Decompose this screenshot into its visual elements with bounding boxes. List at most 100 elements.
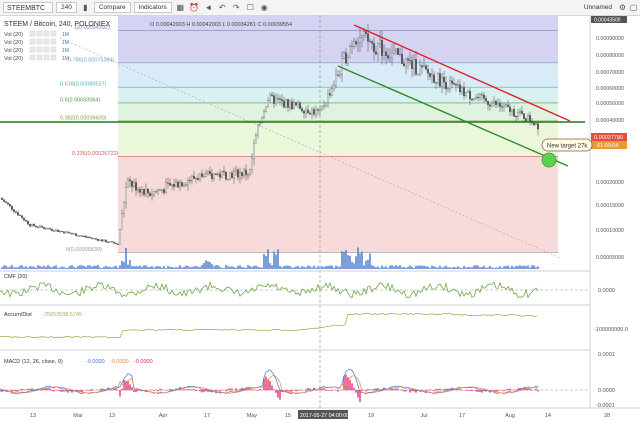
macd-histogram-bar <box>269 380 271 391</box>
candle-body <box>79 235 81 237</box>
fib-level-label: 0.382(0.00039600) <box>60 115 107 121</box>
macd-histogram-bar <box>193 389 195 391</box>
vol-legend-button[interactable] <box>43 46 50 53</box>
macd-histogram-bar <box>119 390 121 397</box>
volume-bar <box>513 267 515 269</box>
volume-bar <box>153 267 155 269</box>
volume-bar <box>341 251 343 269</box>
template-icon[interactable]: ▦ <box>176 3 185 12</box>
volume-bar <box>333 267 335 269</box>
candle-body <box>453 83 455 85</box>
camera-icon[interactable]: ◉ <box>260 3 268 12</box>
vol-legend-button[interactable] <box>43 38 50 45</box>
chart-style-icon[interactable]: ▮ <box>83 3 88 12</box>
vol-legend-button[interactable] <box>50 30 57 37</box>
volume-bar <box>73 266 75 269</box>
volume-bar <box>321 266 323 269</box>
macd-histogram-bar <box>219 390 221 392</box>
vol-legend-button[interactable] <box>29 54 36 61</box>
candle-body <box>379 39 381 44</box>
vol-legend-button[interactable] <box>36 54 43 61</box>
alert-icon[interactable]: ⏰ <box>189 3 200 12</box>
accdist-value: -75053538.5745 <box>42 312 82 318</box>
volume-bar <box>59 267 61 269</box>
volume-bar <box>443 266 445 269</box>
replay-icon[interactable]: ◄ <box>204 3 213 12</box>
macd-histogram-bar <box>411 390 413 392</box>
candle-body <box>15 211 17 213</box>
candle-body <box>479 94 481 98</box>
vol-legend-button[interactable] <box>36 38 43 45</box>
candle-body <box>431 74 433 77</box>
macd-histogram-bar <box>469 390 471 392</box>
macd-histogram-bar <box>347 377 349 391</box>
target-callout[interactable] <box>541 138 593 152</box>
compare-button[interactable]: Compare <box>93 2 131 13</box>
target-circle[interactable] <box>541 152 557 168</box>
fib-level-label: 0.618(0.00060527) <box>60 82 107 88</box>
vol-legend-button[interactable] <box>50 38 57 45</box>
candle-body <box>29 224 31 227</box>
fullscreen-icon[interactable]: ▢ <box>629 3 638 12</box>
volume-bar <box>535 267 537 269</box>
undo-icon[interactable]: ↶ <box>218 3 226 12</box>
volume-bar <box>173 267 175 269</box>
channel-line[interactable] <box>337 65 569 167</box>
volume-bar <box>475 265 477 269</box>
interval-button[interactable]: 240 <box>56 2 77 13</box>
fib-level-label: 0.786(0.00075394) <box>68 57 115 63</box>
vol-legend-button[interactable] <box>29 46 36 53</box>
settings-icon[interactable]: ⚙ <box>618 3 627 12</box>
volume-bar <box>135 266 137 269</box>
volume-bar <box>529 267 531 269</box>
vol-legend-button[interactable] <box>43 54 50 61</box>
candle-body <box>129 179 131 182</box>
volume-bar <box>261 267 263 269</box>
candle-body <box>515 116 517 118</box>
candle-body <box>43 227 45 229</box>
volume-bar <box>75 267 77 269</box>
vol-legend-button[interactable] <box>36 46 43 53</box>
redo-icon[interactable]: ↷ <box>232 3 240 12</box>
vol-legend-button[interactable] <box>29 30 36 37</box>
candle-body <box>123 202 125 214</box>
volume-bar <box>483 265 485 269</box>
volume-bar <box>519 265 521 269</box>
candle-body <box>383 51 385 56</box>
volume-bar <box>131 266 133 269</box>
candle-body <box>411 60 413 69</box>
macd-histogram-bar <box>43 389 45 391</box>
volume-bar <box>179 265 181 269</box>
candle-body <box>509 106 511 112</box>
symbol-input[interactable]: STEEMBTC <box>3 2 53 13</box>
candle-body <box>229 172 231 180</box>
indicators-button[interactable]: Indicators <box>133 2 172 13</box>
vol-legend-row[interactable]: Vol (20) <box>4 40 23 46</box>
macd-histogram-bar <box>237 389 239 391</box>
downtrend-line[interactable] <box>353 24 571 122</box>
candle-body <box>249 169 251 175</box>
macd-axis-label-mid: 0.0000 <box>598 388 615 394</box>
candle-body <box>255 135 257 144</box>
macd-histogram-bar <box>527 388 529 391</box>
fib-retracement[interactable] <box>118 16 558 253</box>
save-icon[interactable]: ☐ <box>246 3 254 12</box>
vol-legend-button[interactable] <box>50 46 57 53</box>
candle-body <box>37 226 39 228</box>
vol-legend-row[interactable]: Vol (20) <box>4 48 23 54</box>
macd-histogram-bar <box>69 390 71 392</box>
volume-bar <box>447 267 449 269</box>
volume-bar <box>37 265 39 269</box>
volume-bar <box>433 266 435 269</box>
vol-legend-button[interactable] <box>43 30 50 37</box>
vol-legend-button[interactable] <box>36 30 43 37</box>
dashed-trend-line[interactable] <box>59 37 561 259</box>
vol-legend-button[interactable] <box>29 38 36 45</box>
vol-legend-button[interactable] <box>50 54 57 61</box>
candle-body <box>491 102 493 107</box>
vol-legend-row[interactable]: Vol (20) <box>4 56 23 62</box>
vol-legend-row[interactable]: Vol (20) <box>4 32 23 38</box>
macd-histogram-bar <box>423 390 425 391</box>
layout-name[interactable]: Unnamed <box>583 4 612 11</box>
